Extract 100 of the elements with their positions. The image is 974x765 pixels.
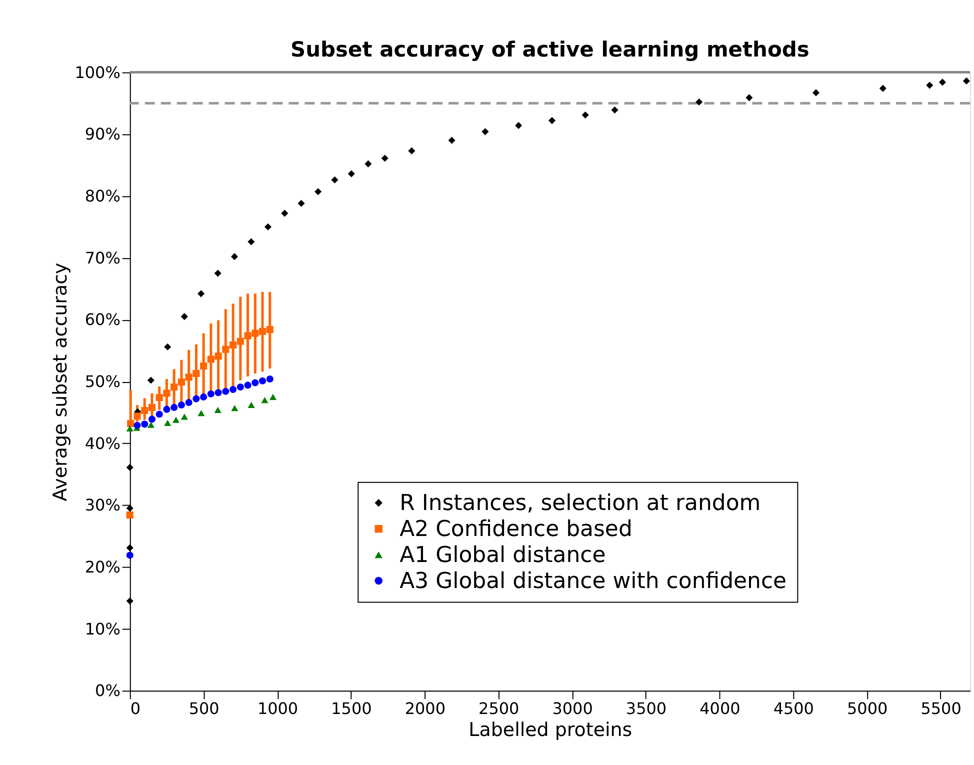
x-tick-label: 2500 bbox=[478, 699, 520, 718]
point bbox=[126, 597, 134, 605]
point bbox=[200, 393, 208, 400]
point bbox=[515, 122, 522, 130]
point bbox=[314, 188, 322, 196]
y-tick-label: 80% bbox=[84, 186, 120, 206]
point bbox=[198, 410, 205, 416]
x-tick-label: 2000 bbox=[404, 699, 446, 718]
point bbox=[298, 200, 305, 207]
point bbox=[548, 117, 556, 124]
y-tick-label: 50% bbox=[84, 372, 120, 391]
x-tick-label: 5000 bbox=[847, 699, 888, 718]
y-tick-label: 0% bbox=[95, 681, 120, 700]
point bbox=[236, 338, 244, 345]
y-axis-title: Average subset accuracy bbox=[50, 262, 72, 502]
point bbox=[198, 290, 205, 298]
point bbox=[252, 330, 259, 337]
point bbox=[126, 504, 134, 512]
point bbox=[266, 375, 274, 383]
point bbox=[331, 176, 338, 184]
y-tick-label: 10% bbox=[84, 619, 120, 638]
y-tick-label: 20% bbox=[84, 557, 120, 576]
point bbox=[134, 412, 141, 420]
point bbox=[170, 384, 178, 391]
point bbox=[148, 416, 156, 423]
x-tick-label: 1000 bbox=[257, 699, 298, 718]
x-tick-label: 500 bbox=[188, 699, 220, 718]
point bbox=[126, 512, 134, 519]
y-tick-label: 60% bbox=[84, 310, 120, 330]
point bbox=[170, 404, 178, 411]
point bbox=[248, 238, 255, 246]
y-tick-label: 90% bbox=[84, 124, 120, 144]
point bbox=[962, 77, 970, 84]
point bbox=[148, 404, 156, 411]
point bbox=[200, 362, 208, 370]
point bbox=[408, 147, 416, 154]
legend-label: R Instances, selection at random bbox=[400, 490, 761, 516]
point bbox=[248, 402, 255, 408]
x-tick-label: 3500 bbox=[626, 699, 667, 718]
point bbox=[746, 94, 753, 102]
point bbox=[164, 343, 172, 350]
point bbox=[185, 374, 192, 381]
point bbox=[258, 328, 266, 335]
point bbox=[178, 378, 185, 386]
point bbox=[812, 89, 820, 96]
point bbox=[230, 341, 237, 349]
point bbox=[938, 78, 946, 86]
point bbox=[364, 160, 372, 168]
y-tick-label: 30% bbox=[84, 496, 120, 515]
point bbox=[381, 154, 388, 162]
point bbox=[180, 313, 188, 320]
point bbox=[214, 352, 222, 360]
point bbox=[230, 386, 237, 394]
point bbox=[141, 420, 148, 428]
point bbox=[214, 270, 222, 277]
legend-label: A2 Confidence based bbox=[400, 516, 632, 542]
point bbox=[180, 414, 188, 420]
x-axis-title: Labelled proteins bbox=[468, 719, 632, 742]
point bbox=[163, 406, 170, 413]
point bbox=[879, 84, 886, 92]
point bbox=[582, 111, 589, 119]
point bbox=[214, 406, 222, 413]
point bbox=[164, 420, 172, 426]
point bbox=[448, 136, 456, 144]
point bbox=[261, 396, 268, 404]
point bbox=[178, 401, 185, 409]
y-tick-label: 40% bbox=[84, 434, 120, 453]
point bbox=[127, 420, 134, 428]
point bbox=[222, 388, 230, 395]
x-tick-label: 1500 bbox=[331, 699, 372, 718]
x-tick-label: 4500 bbox=[773, 699, 814, 718]
point bbox=[207, 390, 214, 398]
point bbox=[696, 98, 703, 106]
point bbox=[266, 326, 274, 334]
legend-label: A1 Global distance bbox=[400, 542, 606, 568]
x-tick-label: 4000 bbox=[700, 699, 740, 718]
point bbox=[611, 106, 618, 114]
point bbox=[126, 425, 134, 432]
point bbox=[222, 346, 230, 353]
point bbox=[192, 395, 200, 402]
point bbox=[156, 394, 163, 402]
point bbox=[269, 394, 277, 400]
point bbox=[482, 128, 489, 136]
point bbox=[147, 376, 154, 384]
point bbox=[264, 223, 272, 230]
point bbox=[348, 170, 355, 178]
point bbox=[126, 464, 134, 471]
x-tick-label: 0 bbox=[130, 699, 141, 718]
x-tick-label: 3000 bbox=[552, 699, 593, 718]
point bbox=[156, 410, 163, 418]
legend-label: A3 Global distance with confidence bbox=[400, 568, 787, 594]
point bbox=[172, 416, 180, 423]
point bbox=[244, 332, 252, 340]
point bbox=[185, 398, 192, 406]
point bbox=[163, 390, 170, 397]
point bbox=[230, 253, 238, 260]
point bbox=[134, 422, 141, 429]
point bbox=[281, 210, 288, 217]
x-tick-label: 5500 bbox=[920, 699, 962, 718]
point bbox=[258, 377, 266, 384]
